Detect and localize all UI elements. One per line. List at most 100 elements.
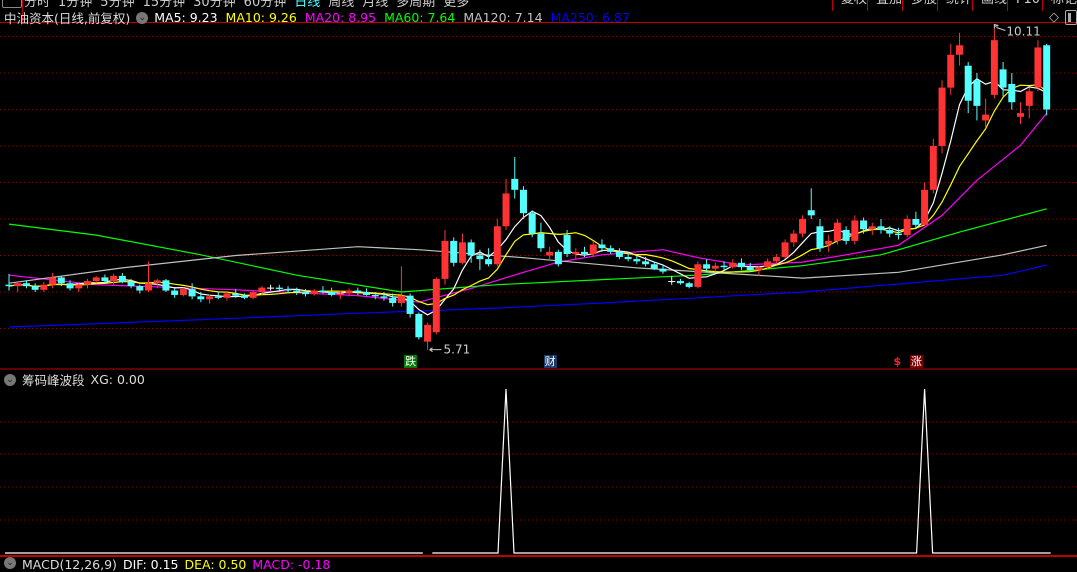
candle-body	[720, 265, 728, 268]
macd-values: DIF: 0.15 DEA: 0.50 MACD: -0.18	[123, 557, 330, 572]
candle-body	[955, 45, 963, 55]
toolbar-button[interactable]: 多股	[902, 0, 937, 11]
candle-body	[415, 313, 423, 338]
event-marker[interactable]: 跌	[404, 355, 418, 368]
candle-body	[903, 219, 911, 236]
candle-body	[232, 293, 240, 296]
candle-body	[83, 281, 91, 285]
candle-body	[982, 114, 990, 121]
candle-body	[275, 287, 283, 290]
candle-body	[406, 295, 414, 314]
candle-body	[964, 65, 972, 101]
period-tab[interactable]: 15分钟	[142, 0, 186, 10]
candle-body	[1017, 113, 1025, 117]
candle-body	[336, 293, 344, 295]
candle-body	[57, 277, 65, 284]
candle-body	[153, 280, 161, 284]
period-tabs: 分时 1分钟 5分钟 15分钟 30分钟 60分钟 日线 周线 月线 多周期 更多	[24, 0, 469, 10]
candle-body	[240, 295, 248, 298]
period-tab[interactable]: 分时	[24, 0, 51, 10]
menu-icon[interactable]	[2, 0, 22, 8]
toolbar-button[interactable]: 叠加	[867, 0, 902, 11]
candle-body	[502, 193, 510, 227]
ma-legend-item: MA250: 6.87	[550, 10, 630, 25]
period-tab[interactable]: 多周期	[396, 0, 436, 10]
candle-body	[607, 248, 615, 252]
toolbar-button[interactable]: 画线	[972, 0, 1007, 11]
candle-body	[650, 264, 658, 269]
low-price-label: 5.71	[444, 343, 471, 357]
candle-body	[450, 240, 458, 263]
indicator-value: XG: 0.00	[90, 372, 145, 387]
toolbar-button[interactable]: F10	[1007, 0, 1042, 11]
ma20-line	[8, 112, 1048, 303]
event-marker[interactable]: 财	[543, 355, 557, 368]
toolbar-button[interactable]: 复权	[832, 0, 867, 11]
candle-body	[214, 296, 222, 298]
ma-legend-item: MA5: 9.23	[154, 10, 218, 25]
candle-body	[49, 277, 57, 285]
candle-body	[363, 292, 371, 295]
period-tab[interactable]: 30分钟	[193, 0, 236, 10]
candle-body	[572, 251, 580, 255]
candle-body	[528, 213, 536, 234]
ma-legend-item: MA10: 9.26	[225, 10, 297, 25]
candle-body	[999, 69, 1007, 88]
candle-body	[772, 256, 780, 262]
candle-body	[938, 87, 946, 146]
macd-title: MACD(12,26,9)	[22, 557, 117, 572]
low-arrow-icon	[429, 347, 442, 353]
event-marker[interactable]: $	[893, 355, 902, 368]
candle-body	[145, 283, 153, 291]
candle-body	[319, 290, 327, 292]
candle-body	[258, 287, 266, 292]
event-marker[interactable]: 涨	[909, 355, 923, 368]
candle-body	[842, 229, 850, 241]
candle-body	[1034, 47, 1042, 88]
candle-body	[877, 226, 885, 230]
candle-body	[581, 251, 589, 255]
chevron-down-icon[interactable]: ⌄	[4, 557, 16, 569]
candle-body	[816, 226, 824, 249]
chevron-down-icon[interactable]: ⌄	[136, 11, 149, 24]
period-tab[interactable]: 60分钟	[243, 0, 287, 10]
candle-body	[40, 284, 48, 290]
candle-body	[624, 256, 632, 260]
candle-body	[519, 189, 527, 214]
candle-body	[668, 281, 676, 283]
candle-body	[711, 265, 719, 269]
candle-body	[301, 292, 309, 295]
ma-legend-item: MA60: 7.64	[384, 10, 456, 25]
candle-body	[825, 240, 833, 245]
toolbar-button[interactable]: 标记	[1042, 0, 1077, 11]
diamond-icon[interactable]: ◇	[1049, 10, 1059, 25]
period-tab[interactable]: 5分钟	[100, 0, 135, 10]
candle-body	[833, 222, 841, 241]
period-tab[interactable]: 1分钟	[58, 0, 93, 10]
candle-body	[345, 290, 353, 294]
chevron-down-icon[interactable]: ⌄	[4, 373, 16, 386]
main-legend: 中油资本(日线,前复权) ⌄ MA5: 9.23 MA10: 9.26 MA20: …	[4, 8, 630, 27]
period-tab[interactable]: 更多	[443, 0, 470, 10]
candle-body	[101, 277, 109, 282]
candle-body	[990, 40, 998, 95]
candle-body	[546, 251, 554, 256]
period-tab[interactable]: 日线	[294, 0, 321, 10]
period-tab[interactable]: 月线	[362, 0, 389, 10]
indicator-title: 筹码峰波段	[22, 373, 85, 388]
candle-body	[188, 289, 196, 297]
candle-body	[537, 233, 545, 249]
candle-body	[432, 278, 440, 333]
candle-body	[746, 267, 754, 271]
candle-body	[947, 54, 955, 88]
candle-body	[929, 146, 937, 190]
candle-body	[764, 261, 772, 268]
candle-body	[310, 290, 318, 295]
candle-body	[589, 244, 597, 255]
toolbar-button[interactable]: 统计	[937, 0, 972, 11]
period-tab[interactable]: 周线	[328, 0, 355, 10]
candle-body	[127, 281, 135, 287]
candle-body	[136, 286, 144, 291]
candle-body	[441, 240, 449, 279]
